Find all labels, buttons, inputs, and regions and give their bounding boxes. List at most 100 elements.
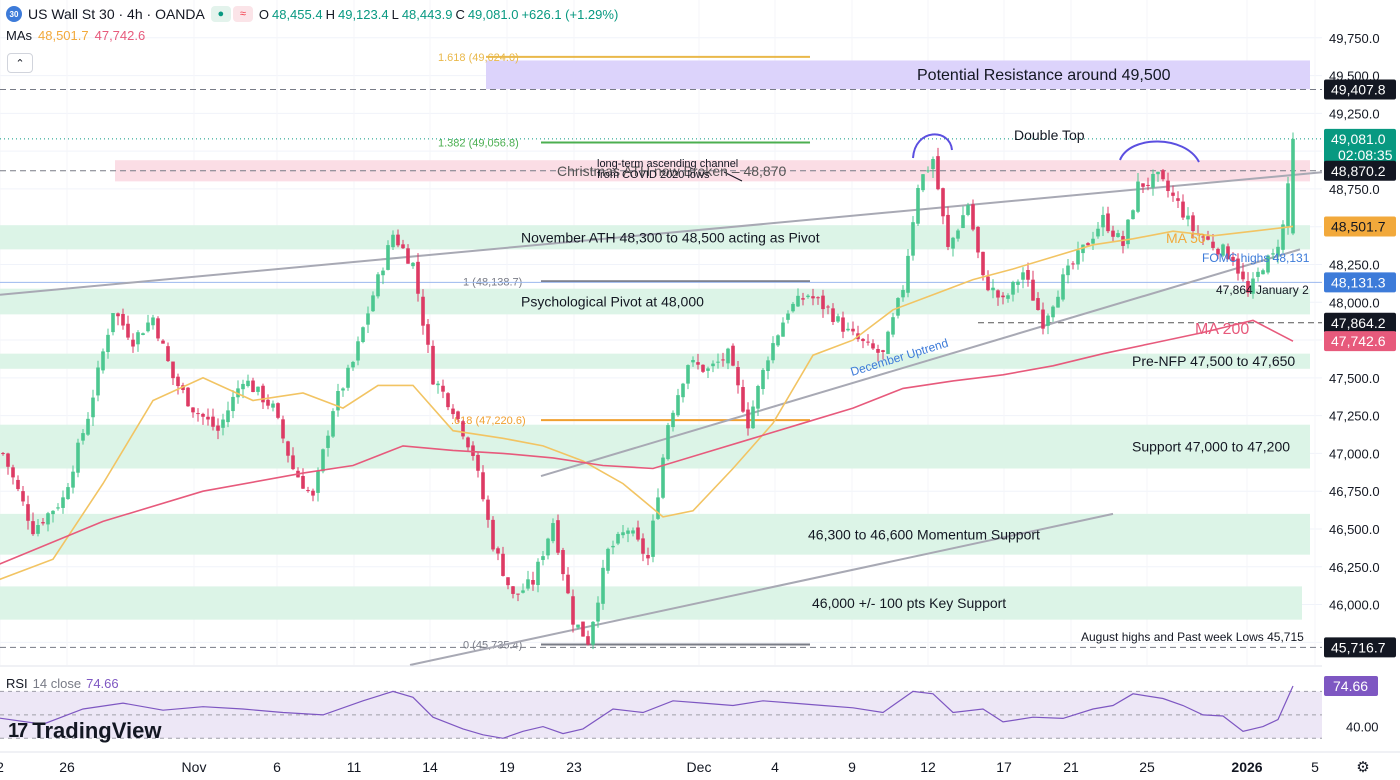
high-label: H xyxy=(325,6,335,22)
x-tick-10: 9 xyxy=(848,759,856,775)
candle-body-206 xyxy=(1031,279,1035,301)
candle-body-175 xyxy=(876,349,880,353)
candle-body-197 xyxy=(986,276,990,291)
candle-body-43 xyxy=(216,425,220,431)
candle-body-110 xyxy=(551,523,555,542)
candle-body-217 xyxy=(1086,243,1090,246)
candle-body-184 xyxy=(921,174,925,191)
candle-body-100 xyxy=(501,553,505,576)
candle-body-104 xyxy=(521,590,525,593)
candle-body-240 xyxy=(1201,236,1205,238)
candle-body-63 xyxy=(316,470,320,493)
candle-body-172 xyxy=(861,338,865,342)
dot-icon[interactable]: ● xyxy=(210,6,231,22)
candle-body-115 xyxy=(576,624,580,628)
open-label: O xyxy=(258,6,269,22)
candle-body-216 xyxy=(1081,244,1085,254)
candle-body-113 xyxy=(566,574,570,594)
rsi-band xyxy=(0,691,1322,739)
candle-body-88 xyxy=(441,385,445,392)
collapse-legend-button[interactable]: ⌃ xyxy=(7,53,33,73)
x-tick-6: 19 xyxy=(499,759,515,775)
zone-label-0: Potential Resistance around 49,500 xyxy=(917,67,1171,84)
price-label-box-4 xyxy=(1324,272,1396,293)
candle-body-143 xyxy=(716,361,720,363)
candle-body-81 xyxy=(406,248,410,264)
candle-body-235 xyxy=(1176,198,1180,201)
candle-body-215 xyxy=(1076,250,1080,265)
symbol-badge[interactable]: 30 xyxy=(6,6,22,22)
candle-body-246 xyxy=(1231,256,1235,262)
candle-body-126 xyxy=(631,530,635,534)
candle-body-75 xyxy=(376,274,380,297)
candle-body-194 xyxy=(971,204,975,230)
candle-body-93 xyxy=(466,437,470,448)
candle-body-134 xyxy=(671,412,675,428)
candle-body-35 xyxy=(176,376,180,387)
candle-body-148 xyxy=(741,387,745,412)
ohlc-readout: O 48,455.4 H 49,123.4 L 48,443.9 C 49,081.0 … xyxy=(259,7,618,22)
channel-lower-line xyxy=(409,512,1114,666)
candle-body-242 xyxy=(1211,241,1215,248)
candle-body-58 xyxy=(291,455,295,470)
candle-body-119 xyxy=(596,602,600,622)
candle-body-61 xyxy=(306,490,310,492)
gear-icon[interactable]: ⚙ xyxy=(1356,759,1370,776)
candle-body-92 xyxy=(461,421,465,437)
candle-body-191 xyxy=(956,230,960,239)
candle-body-33 xyxy=(166,346,170,362)
rsi-legend[interactable]: RSI 14 close 74.66 xyxy=(6,676,119,691)
candle-body-68 xyxy=(341,388,345,391)
candle-body-108 xyxy=(541,556,545,560)
candle-body-256 xyxy=(1281,224,1285,250)
channel-annotation-line2: from COVID 2020 lows xyxy=(597,169,710,181)
candle-body-78 xyxy=(391,234,395,248)
candle-body-89 xyxy=(446,393,450,408)
candle-body-52 xyxy=(261,385,265,403)
candle-body-248 xyxy=(1241,271,1245,280)
candle-body-95 xyxy=(476,454,480,471)
wave-icon[interactable]: ≈ xyxy=(232,6,253,22)
x-tick-1: 26 xyxy=(59,759,75,775)
price-label-7: 45,716.7 xyxy=(1331,639,1386,655)
candle-body-133 xyxy=(666,425,670,460)
ma200-label: MA 200 xyxy=(1195,321,1249,338)
candle-body-137 xyxy=(686,365,690,384)
price-label-box-5 xyxy=(1324,312,1396,333)
double-top-label: Double Top xyxy=(1014,127,1085,143)
y-tick-9: 48,000.0 xyxy=(1329,295,1380,310)
candle-body-139 xyxy=(696,362,700,365)
candle-body-199 xyxy=(996,290,1000,298)
candle-body-243 xyxy=(1216,248,1220,255)
candle-body-234 xyxy=(1171,192,1175,196)
candle-body-147 xyxy=(736,367,740,386)
candle-body-226 xyxy=(1131,210,1135,220)
tradingview-logo[interactable]: 17 TradingView xyxy=(8,718,161,744)
zone-0 xyxy=(486,60,1310,90)
candle-body-73 xyxy=(366,313,370,325)
candle-body-39 xyxy=(196,413,200,415)
candle-body-54 xyxy=(271,403,275,408)
zone-7 xyxy=(0,586,1302,620)
candle-body-149 xyxy=(746,409,750,429)
rsi-tick-0: 40.00 xyxy=(1346,720,1379,735)
x-tick-16: 5 xyxy=(1311,759,1319,775)
candle-body-98 xyxy=(491,519,495,550)
zone-label-5: Support 47,000 to 47,200 xyxy=(1132,439,1290,455)
candle-body-257 xyxy=(1286,183,1290,227)
candle-body-202 xyxy=(1011,281,1015,295)
price-label-6: 47,742.6 xyxy=(1331,333,1386,349)
candle-body-32 xyxy=(161,340,165,344)
rsi-value-label: 74.66 xyxy=(1333,678,1368,694)
candle-body-62 xyxy=(311,490,315,496)
candle-body-40 xyxy=(201,413,205,417)
candle-body-186 xyxy=(931,159,935,169)
candle-body-64 xyxy=(321,449,325,472)
symbol-title[interactable]: US Wall St 30 · 4h · OANDA xyxy=(28,6,205,22)
candle-body-142 xyxy=(711,363,715,367)
ma-legend[interactable]: MAs 48,501.7 47,742.6 xyxy=(6,28,145,43)
channel-upper-line xyxy=(0,171,1323,296)
candle-body-128 xyxy=(641,538,645,554)
